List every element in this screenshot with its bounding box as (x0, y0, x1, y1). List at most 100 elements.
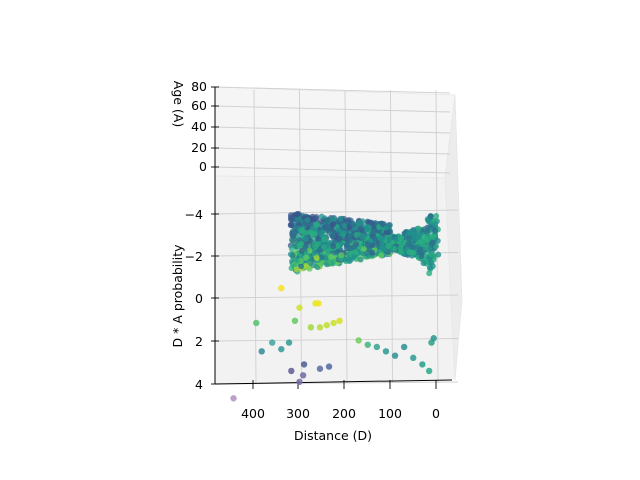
data-point (330, 233, 337, 240)
data-point (307, 324, 315, 331)
data-point (324, 248, 331, 255)
data-point (352, 249, 359, 256)
x-axis-line (214, 379, 453, 385)
grid-line-z (214, 338, 459, 342)
data-point (373, 343, 381, 351)
data-point (397, 235, 404, 242)
data-point (325, 216, 332, 223)
data-point (309, 213, 316, 220)
data-point (290, 237, 297, 244)
z-tick-label: 0 (195, 291, 203, 306)
data-point (297, 263, 304, 270)
data-point (410, 354, 417, 362)
y-tick-label: 40 (191, 119, 207, 134)
data-point (428, 251, 435, 258)
chart-labels: Distance (D) Age (A) D * A probability (170, 81, 372, 443)
data-point (405, 241, 412, 248)
z-axis-label: D * A probability (170, 244, 185, 348)
data-point (291, 317, 299, 324)
data-point (425, 367, 433, 375)
data-point (338, 252, 345, 259)
data-point (430, 335, 437, 342)
data-point (329, 215, 336, 222)
data-point (377, 235, 384, 242)
data-point (311, 230, 318, 237)
data-point (300, 361, 308, 368)
data-point (364, 341, 371, 348)
data-point (323, 261, 330, 268)
data-point (369, 220, 376, 227)
data-point (379, 245, 386, 252)
grid-line-x (253, 89, 257, 384)
z-tick-label: 4 (195, 377, 203, 392)
data-point (405, 235, 412, 242)
data-point (318, 218, 325, 225)
data-point (285, 339, 293, 346)
data-point (296, 242, 303, 249)
x-axis-label: Distance (D) (294, 428, 372, 443)
data-point (406, 249, 413, 256)
data-point (269, 339, 276, 346)
data-point (349, 221, 356, 228)
data-point (435, 251, 442, 258)
data-point (426, 264, 433, 271)
data-point (345, 217, 352, 224)
z-tick-label: 2 (195, 334, 203, 349)
data-point (378, 240, 385, 247)
data-point (316, 365, 324, 372)
data-point (420, 260, 427, 267)
data-point (293, 266, 300, 273)
data-point (343, 244, 350, 251)
y-tick-label: 80 (191, 79, 207, 94)
data-point (400, 343, 408, 351)
data-point (310, 262, 317, 269)
grid-line-y (214, 86, 451, 94)
data-point (424, 224, 431, 231)
data-point (385, 243, 392, 250)
data-point (309, 224, 316, 231)
data-point (318, 213, 325, 220)
data-point (391, 352, 399, 359)
data-point (278, 284, 285, 292)
data-point (313, 221, 320, 228)
y-tick-label: 0 (199, 159, 207, 174)
grid-line-z (214, 294, 459, 299)
data-point (434, 237, 441, 244)
x-tick-label: 200 (332, 406, 356, 421)
data-point (323, 321, 330, 329)
data-point (296, 304, 303, 311)
data-point (302, 236, 309, 243)
point-cloud (287, 210, 442, 277)
data-point (328, 254, 335, 261)
x-tick-label: 400 (241, 406, 265, 421)
data-point (418, 253, 425, 260)
data-point (382, 348, 390, 355)
data-point (302, 263, 309, 270)
data-point (361, 245, 368, 252)
data-point (425, 255, 432, 262)
data-point (313, 254, 320, 261)
data-point (289, 215, 296, 222)
chart-points (230, 284, 437, 402)
data-point (253, 319, 260, 327)
data-point (426, 270, 433, 277)
data-point (355, 337, 362, 344)
data-point (372, 235, 379, 242)
y-tick-label: 20 (191, 140, 207, 155)
data-point (379, 220, 386, 227)
data-point (350, 244, 357, 251)
grid-line-y (214, 105, 451, 113)
data-point (336, 317, 343, 324)
data-point (431, 227, 438, 234)
data-point (311, 250, 318, 257)
data-point (357, 256, 364, 263)
data-point (383, 229, 390, 236)
data-point (288, 245, 295, 252)
grid-line-z (214, 209, 459, 215)
data-point (319, 229, 326, 236)
data-point (318, 254, 325, 261)
data-point (293, 257, 300, 264)
data-point (397, 245, 404, 252)
